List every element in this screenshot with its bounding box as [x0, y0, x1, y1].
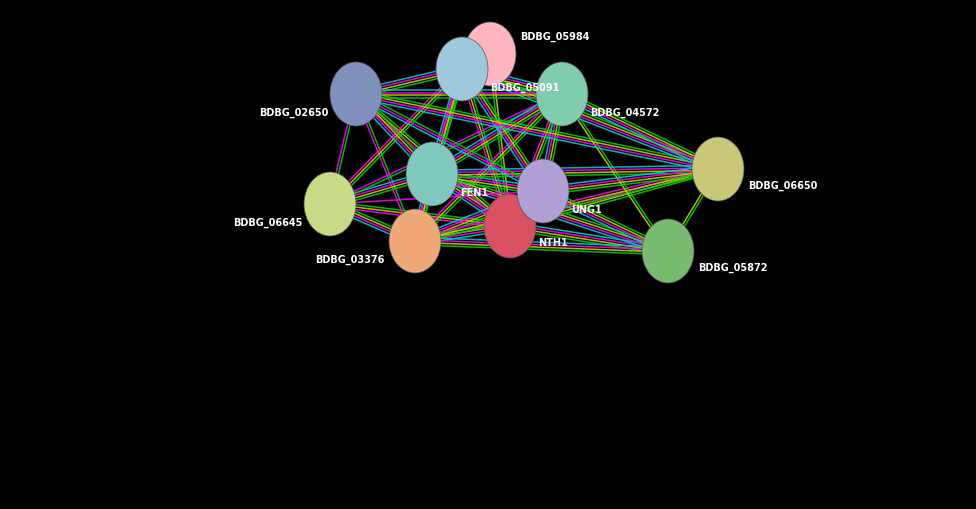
Ellipse shape: [692, 138, 744, 202]
Ellipse shape: [436, 38, 488, 102]
Ellipse shape: [642, 219, 694, 284]
Text: FEN1: FEN1: [460, 188, 488, 197]
Ellipse shape: [517, 160, 569, 223]
Text: BDBG_04572: BDBG_04572: [590, 108, 660, 118]
Ellipse shape: [464, 23, 516, 87]
Text: UNG1: UNG1: [571, 205, 602, 215]
Text: BDBG_02650: BDBG_02650: [259, 108, 328, 118]
Text: BDBG_06645: BDBG_06645: [232, 217, 302, 228]
Text: BDBG_05091: BDBG_05091: [490, 82, 559, 93]
Ellipse shape: [484, 194, 536, 259]
Ellipse shape: [406, 143, 458, 207]
Ellipse shape: [389, 210, 441, 273]
Text: BDBG_05872: BDBG_05872: [698, 262, 767, 273]
Ellipse shape: [536, 63, 588, 127]
Ellipse shape: [304, 173, 356, 237]
Text: BDBG_05984: BDBG_05984: [520, 32, 590, 42]
Text: BDBG_06650: BDBG_06650: [748, 181, 817, 191]
Text: NTH1: NTH1: [538, 238, 568, 247]
Ellipse shape: [330, 63, 382, 127]
Text: BDBG_03376: BDBG_03376: [315, 254, 385, 265]
